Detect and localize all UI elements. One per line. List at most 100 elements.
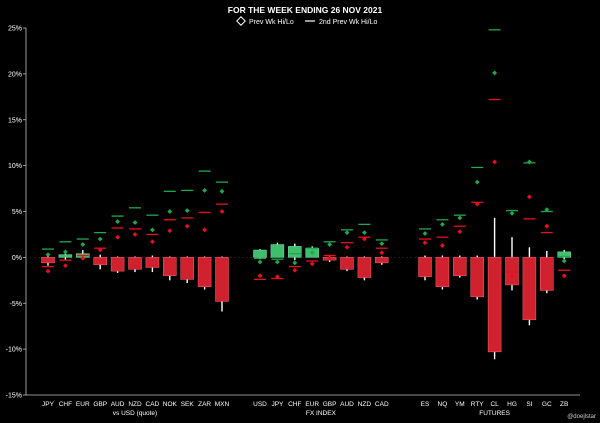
bar-gbp bbox=[93, 257, 107, 265]
prev-high-diamond bbox=[544, 207, 550, 213]
prev-high-diamond bbox=[202, 187, 207, 193]
legend: Prev Wk Hi/Lo 2nd Prev Wk Hi/Lo bbox=[236, 16, 377, 26]
bar-chf bbox=[288, 246, 302, 258]
prev-high-diamond bbox=[561, 258, 567, 264]
bar-nzd bbox=[357, 257, 372, 278]
bar-zb bbox=[557, 251, 571, 258]
chart-marks bbox=[41, 29, 571, 360]
prev-low-diamond bbox=[292, 267, 298, 273]
bar-es bbox=[418, 257, 432, 277]
prev-high-diamond bbox=[379, 241, 385, 247]
prev-low-diamond bbox=[544, 223, 550, 229]
x-tick-label: CHF bbox=[59, 401, 72, 408]
prev-low-diamond bbox=[184, 223, 190, 229]
x-tick-label: ES bbox=[421, 401, 430, 408]
prev-low-diamond bbox=[327, 255, 332, 261]
prev-low-diamond bbox=[202, 227, 207, 233]
x-tick-label: NZD bbox=[358, 401, 372, 408]
prev-low-diamond bbox=[440, 243, 445, 248]
y-tick-label: 5% bbox=[12, 209, 22, 216]
prev-low-diamond bbox=[492, 159, 497, 165]
y-tick-label: 10% bbox=[8, 163, 22, 170]
prev-high-diamond bbox=[440, 221, 445, 227]
x-tick-label: JPY bbox=[42, 401, 55, 408]
prev-high-diamond bbox=[292, 260, 298, 266]
prev-high-diamond bbox=[344, 230, 350, 236]
prev-high-diamond bbox=[474, 179, 480, 185]
y-tick-label: 15% bbox=[8, 117, 22, 124]
prev-low-diamond bbox=[167, 228, 173, 234]
x-tick-label: SI bbox=[526, 401, 532, 408]
prev-high-diamond bbox=[309, 250, 315, 256]
diamond-icon bbox=[236, 16, 246, 26]
bar-mxn bbox=[215, 257, 229, 302]
bar-jpy bbox=[270, 244, 285, 258]
x-tick-label: CHF bbox=[288, 401, 301, 408]
prev-low-diamond bbox=[422, 240, 428, 246]
x-tick-label: MXN bbox=[215, 401, 230, 408]
prev-low-diamond bbox=[474, 201, 480, 207]
prev-low-diamond bbox=[150, 239, 155, 245]
prev-low-diamond bbox=[219, 209, 225, 214]
legend-label-prev: Prev Wk Hi/Lo bbox=[249, 19, 294, 26]
x-tick-label: CAD bbox=[146, 401, 160, 408]
x-tick-label: NZD bbox=[128, 401, 142, 408]
x-tick-label: AUD bbox=[340, 401, 354, 408]
x-tick-label: EUR bbox=[305, 401, 319, 408]
legend-entry-prev: Prev Wk Hi/Lo bbox=[236, 16, 294, 26]
prev-high-diamond bbox=[45, 252, 51, 258]
prev-low-diamond bbox=[80, 255, 86, 261]
x-tick-label: YM bbox=[455, 401, 465, 408]
x-tick-label: NOK bbox=[163, 401, 178, 408]
legend-label-prev2: 2nd Prev Wk Hi/Lo bbox=[319, 19, 377, 26]
prev-high-diamond bbox=[257, 259, 263, 265]
prev-high-diamond bbox=[97, 236, 103, 242]
x-tick-label: CL bbox=[490, 401, 499, 408]
prev-low-diamond bbox=[379, 250, 385, 256]
x-tick-label: GC bbox=[542, 401, 552, 408]
x-tick-label: NQ bbox=[438, 401, 448, 408]
chart-title: FOR THE WEEK ENDING 26 NOV 2021 bbox=[228, 5, 383, 15]
bar-gc bbox=[540, 257, 554, 291]
bar-jpy bbox=[41, 257, 55, 264]
bar-aud bbox=[110, 257, 125, 272]
y-tick-label: -15% bbox=[6, 393, 22, 400]
bar-chf bbox=[58, 254, 73, 258]
bar-cad bbox=[145, 257, 160, 268]
prev-low-diamond bbox=[362, 236, 367, 242]
x-tick-label: HG bbox=[507, 401, 517, 408]
prev-high-diamond bbox=[63, 249, 68, 255]
bar-nzd bbox=[128, 257, 142, 270]
y-tick-label: -10% bbox=[6, 347, 22, 354]
y-tick-label: 25% bbox=[8, 26, 22, 33]
y-tick-label: 0% bbox=[12, 255, 22, 262]
y-tick-label: 20% bbox=[8, 71, 22, 78]
prev-low-diamond bbox=[509, 273, 515, 279]
prev-high-diamond bbox=[132, 220, 138, 225]
x-tick-label: GBP bbox=[323, 401, 337, 408]
bar-sek bbox=[180, 257, 194, 280]
x-tick-label: ZAR bbox=[198, 401, 211, 408]
bar-nq bbox=[435, 257, 450, 287]
x-tick-label: SEK bbox=[181, 401, 195, 408]
bar-rty bbox=[470, 257, 484, 298]
bar-nok bbox=[163, 257, 177, 276]
prev-low-diamond bbox=[275, 274, 280, 280]
prev-high-diamond bbox=[457, 215, 463, 221]
prev-high-diamond bbox=[80, 242, 86, 247]
prev-low-diamond bbox=[132, 232, 138, 237]
prev-high-diamond bbox=[327, 242, 332, 247]
prev-high-diamond bbox=[167, 209, 173, 214]
prev-low-diamond bbox=[63, 263, 68, 269]
bar-aud bbox=[340, 257, 354, 270]
prev-high-diamond bbox=[184, 208, 190, 213]
prev-low-diamond bbox=[45, 268, 51, 274]
prev-high-diamond bbox=[219, 188, 225, 194]
bar-si bbox=[522, 257, 537, 321]
legend-entry-prev2: 2nd Prev Wk Hi/Lo bbox=[305, 19, 377, 26]
bar-zar bbox=[197, 257, 212, 287]
x-tick-label: EUR bbox=[76, 401, 90, 408]
prev-low-diamond bbox=[257, 273, 263, 279]
x-tick-label: AUD bbox=[111, 401, 125, 408]
